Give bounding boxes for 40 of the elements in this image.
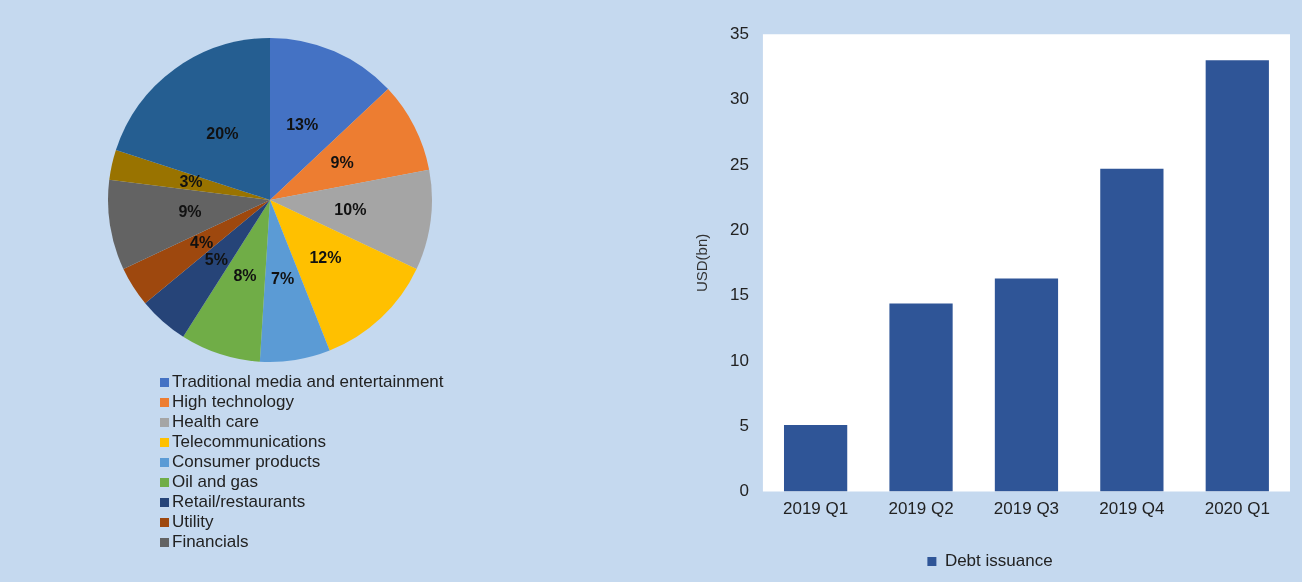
data-label: 8%	[233, 267, 257, 285]
y-tick-label: 35	[729, 23, 749, 43]
bar	[889, 303, 953, 492]
data-label: 9%	[330, 153, 354, 171]
y-tick-label: 15	[729, 285, 749, 305]
data-label: 13%	[286, 116, 319, 134]
y-axis-title: USD(bn)	[693, 233, 711, 293]
bar	[994, 278, 1059, 492]
x-tick-label: 2019 Q3	[993, 499, 1060, 519]
data-label: 4%	[190, 233, 214, 251]
legend-label: Utility	[172, 512, 214, 532]
y-tick-label: 20	[729, 219, 749, 239]
y-tick-label: 30	[729, 89, 749, 109]
data-label: 5%	[204, 251, 228, 269]
legend-label: Traditional media and entertainment	[172, 372, 444, 392]
legend-label: Financials	[172, 532, 249, 552]
y-tick-label: 25	[729, 154, 749, 174]
legend-label: Oil and gas	[172, 472, 258, 492]
bar	[1100, 168, 1164, 492]
legend-label: Telecommunications	[172, 432, 327, 452]
y-tick-label: 0	[739, 481, 749, 501]
data-label: 3%	[179, 172, 203, 190]
x-tick-label: 2019 Q4	[1099, 499, 1165, 519]
bar	[783, 424, 848, 492]
bar	[1205, 60, 1269, 492]
legend-label: High technology	[172, 392, 294, 412]
data-label: 9%	[178, 203, 202, 221]
x-tick-label: 2019 Q2	[888, 499, 954, 519]
data-label: 20%	[206, 124, 239, 142]
y-tick-label: 10	[729, 350, 749, 370]
data-label: 10%	[334, 200, 367, 218]
legend-label: Retail/restaurants	[172, 492, 306, 512]
legend-label: Health care	[172, 412, 259, 432]
data-label: 12%	[309, 249, 342, 267]
x-tick-label: 2019 Q1	[783, 499, 849, 519]
y-tick-label: 5	[739, 415, 749, 435]
legend-label: Debt issuance	[944, 551, 1053, 571]
x-tick-label: 2020 Q1	[1204, 499, 1270, 519]
data-label: 7%	[271, 270, 295, 288]
legend-label: Consumer products	[172, 452, 321, 472]
